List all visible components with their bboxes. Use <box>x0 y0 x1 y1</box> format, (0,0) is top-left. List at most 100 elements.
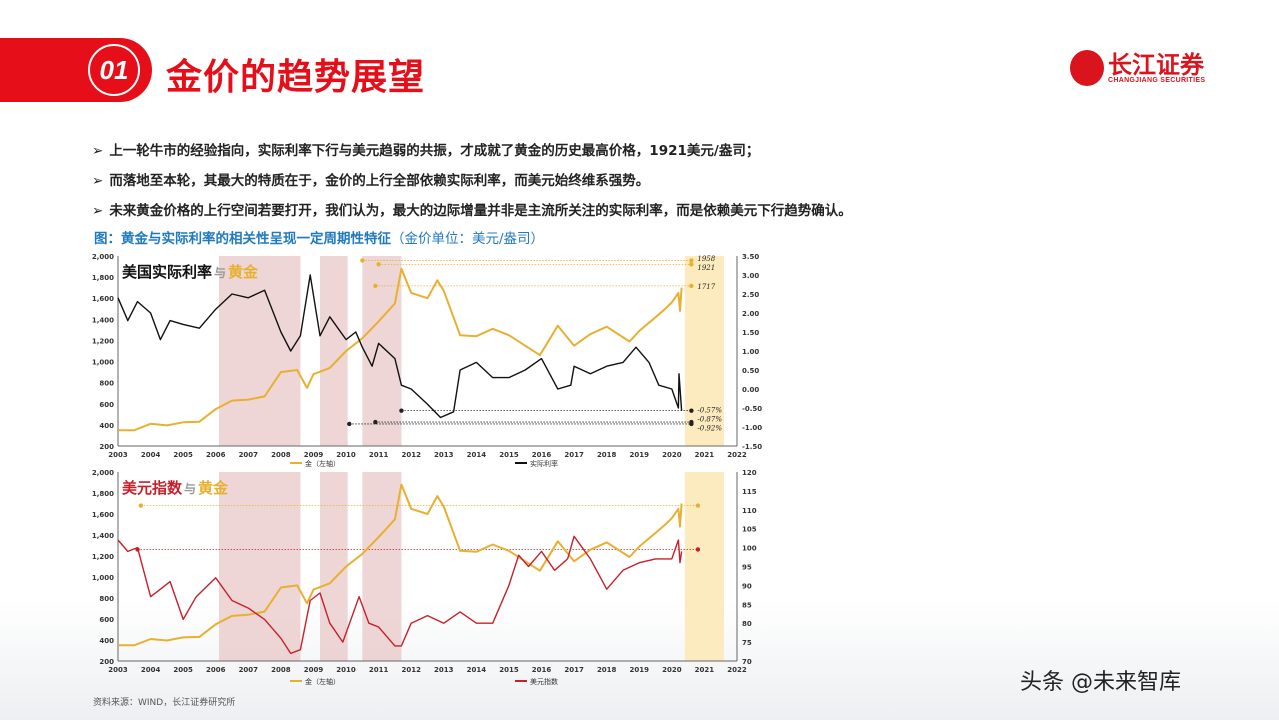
y-right-tick-label: 115 <box>742 488 757 496</box>
chart-title-part: 与 <box>184 482 196 496</box>
recession-shade <box>319 256 348 446</box>
x-tick-label: 2021 <box>695 666 715 674</box>
reference-marker <box>138 503 144 508</box>
x-tick-label: 2018 <box>597 451 617 459</box>
y-right-tick-label: 70 <box>742 658 752 666</box>
x-tick-label: 2014 <box>467 451 487 459</box>
reference-marker <box>376 262 381 267</box>
y-right-tick-label: 2.00 <box>742 310 759 318</box>
legend-label: 金（左轴） <box>305 459 340 468</box>
logo-mark-icon <box>1070 50 1104 86</box>
reference-marker <box>360 258 365 263</box>
logo: 长江证券 CHANGJIANG SECURITIES <box>1070 50 1205 86</box>
x-tick-label: 2004 <box>141 451 161 459</box>
x-tick-label: 2013 <box>434 666 454 674</box>
bullet-marker-icon: ➢ <box>92 143 104 159</box>
y-right-tick-label: 2.50 <box>742 291 759 299</box>
recession-shade <box>319 472 348 661</box>
x-tick-label: 2010 <box>336 451 356 459</box>
y-right-tick-label: 120 <box>742 469 757 477</box>
x-tick-label: 2012 <box>401 666 421 674</box>
page-title: 金价的趋势展望 <box>166 57 426 98</box>
y-right-tick-label: 95 <box>742 564 752 572</box>
y-left-tick-label: 800 <box>99 595 114 603</box>
y-right-tick-label: -1.50 <box>742 443 762 451</box>
x-tick-label: 2003 <box>108 451 128 459</box>
x-tick-label: 2003 <box>108 666 128 674</box>
background-skyline <box>0 600 1279 720</box>
x-tick-label: 2022 <box>727 666 747 674</box>
reference-marker <box>689 408 694 413</box>
source-note: 资料来源：WIND，长江证券研究所 <box>93 698 236 708</box>
y-right-tick-label: -1.00 <box>742 424 762 432</box>
x-tick-label: 2019 <box>630 451 650 459</box>
y-right-tick-label: 1.00 <box>742 348 759 356</box>
reference-label: -0.87% <box>697 416 722 424</box>
x-tick-label: 2006 <box>206 451 226 459</box>
series-line <box>118 267 683 432</box>
bullet-item: ➢ 未来黄金价格的上行空间若要打开，我们认为，最大的边际增量并非是主流所关注的实际… <box>92 203 852 219</box>
x-tick-label: 2008 <box>271 666 291 674</box>
x-tick-label: 2007 <box>239 666 259 674</box>
y-right-tick-label: 3.50 <box>742 253 759 261</box>
y-right-tick-label: 0.00 <box>742 386 759 394</box>
y-right-tick-label: 0.50 <box>742 367 759 375</box>
recession-shade <box>362 256 402 446</box>
y-left-tick-label: 1,200 <box>92 553 114 561</box>
recession-shade <box>218 256 301 446</box>
reference-label: -0.57% <box>697 407 722 415</box>
x-tick-label: 2017 <box>564 666 584 674</box>
x-tick-label: 2008 <box>271 451 291 459</box>
bullet-item: ➢ 上一轮牛市的经验指向，实际利率下行与美元趋弱的共振，才成就了黄金的历史最高价格… <box>92 143 760 159</box>
reference-marker <box>695 547 701 552</box>
x-tick-label: 2018 <box>597 666 617 674</box>
chart-title-part: 黄金 <box>198 479 229 497</box>
y-left-tick-label: 200 <box>99 443 114 451</box>
x-tick-label: 2012 <box>401 451 421 459</box>
y-left-tick-label: 1,600 <box>92 295 114 303</box>
reference-marker <box>399 408 404 413</box>
reference-label: 1958 <box>697 255 715 263</box>
reference-marker <box>695 503 701 508</box>
x-tick-label: 2015 <box>499 666 519 674</box>
y-right-tick-label: 90 <box>742 582 752 590</box>
x-tick-label: 2015 <box>499 451 519 459</box>
y-left-tick-label: 1,200 <box>92 337 114 345</box>
x-tick-label: 2006 <box>206 666 226 674</box>
section-number: 01 <box>88 44 140 96</box>
reference-marker <box>689 421 694 427</box>
x-tick-label: 2017 <box>564 451 584 459</box>
reference-marker <box>689 262 694 267</box>
x-tick-label: 2020 <box>662 451 682 459</box>
figure-caption: 图：黄金与实际利率的相关性呈现一定周期性特征（金价单位：美元/盎司） <box>94 231 545 247</box>
y-right-tick-label: 85 <box>742 601 752 609</box>
x-tick-label: 2005 <box>173 451 193 459</box>
x-tick-label: 2016 <box>532 451 552 459</box>
x-tick-label: 2009 <box>304 451 324 459</box>
logo-cn: 长江证券 <box>1108 50 1204 79</box>
reference-marker <box>347 421 352 427</box>
x-tick-label: 2016 <box>532 666 552 674</box>
y-right-tick-label: 3.00 <box>742 272 759 280</box>
x-tick-label: 2022 <box>727 451 747 459</box>
recession-shade <box>218 472 301 661</box>
y-left-tick-label: 1,000 <box>92 574 114 582</box>
y-right-tick-label: -0.50 <box>742 405 762 413</box>
y-left-tick-label: 2,000 <box>92 253 114 261</box>
y-left-tick-label: 400 <box>99 422 114 430</box>
y-left-tick-label: 600 <box>99 616 114 624</box>
y-left-tick-label: 2,000 <box>92 469 114 477</box>
bullet-item: ➢ 而落地至本轮，其最大的特质在于，金价的上行全部依赖实际利率，而美元始终维系强势… <box>92 173 650 189</box>
y-left-tick-label: 1,800 <box>92 274 114 282</box>
legend-label: 美元指数 <box>530 677 558 686</box>
y-left-tick-label: 400 <box>99 637 114 645</box>
reference-label: 1921 <box>697 264 715 272</box>
x-tick-label: 2005 <box>173 666 193 674</box>
forecast-shade <box>684 472 724 661</box>
x-tick-label: 2007 <box>239 451 259 459</box>
y-left-tick-label: 800 <box>99 380 114 388</box>
y-right-tick-label: 100 <box>742 545 757 553</box>
watermark: 头条 @未来智库 <box>1020 670 1181 695</box>
reference-label: 1717 <box>697 283 715 291</box>
